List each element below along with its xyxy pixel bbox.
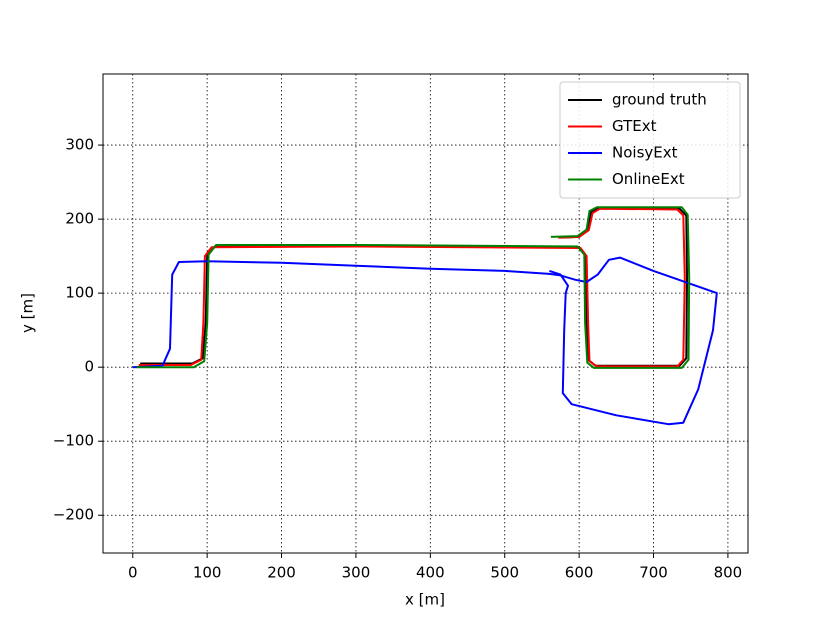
legend-label: GTExt (612, 117, 657, 135)
legend-label: OnlineExt (612, 170, 685, 188)
x-tick-label: 0 (128, 564, 138, 582)
x-tick-label: 800 (714, 564, 743, 582)
x-tick-label: 100 (193, 564, 222, 582)
legend-label: NoisyExt (612, 144, 678, 162)
y-axis-label: y [m] (19, 293, 37, 333)
trajectory-line (132, 256, 718, 426)
trajectory-line (140, 207, 688, 367)
x-tick-label: 300 (342, 564, 371, 582)
legend-label: ground truth (612, 91, 707, 109)
y-tick-label: 200 (65, 210, 94, 228)
x-tick-label: 400 (416, 564, 445, 582)
legend-box (559, 81, 741, 199)
y-tick-label: 100 (65, 284, 94, 302)
x-axis-label: x [m] (405, 591, 445, 609)
trajectory-line (138, 207, 686, 368)
x-tick-label: 500 (490, 564, 519, 582)
plot-frame (102, 73, 749, 554)
x-tick-label: 700 (639, 564, 668, 582)
x-tick-label: 200 (267, 564, 296, 582)
y-tick-label: 0 (84, 358, 94, 376)
trajectory-line (136, 206, 691, 369)
y-tick-label: −100 (53, 432, 94, 450)
y-tick-label: −200 (53, 506, 94, 524)
x-tick-label: 600 (565, 564, 594, 582)
y-tick-label: 300 (65, 136, 94, 154)
